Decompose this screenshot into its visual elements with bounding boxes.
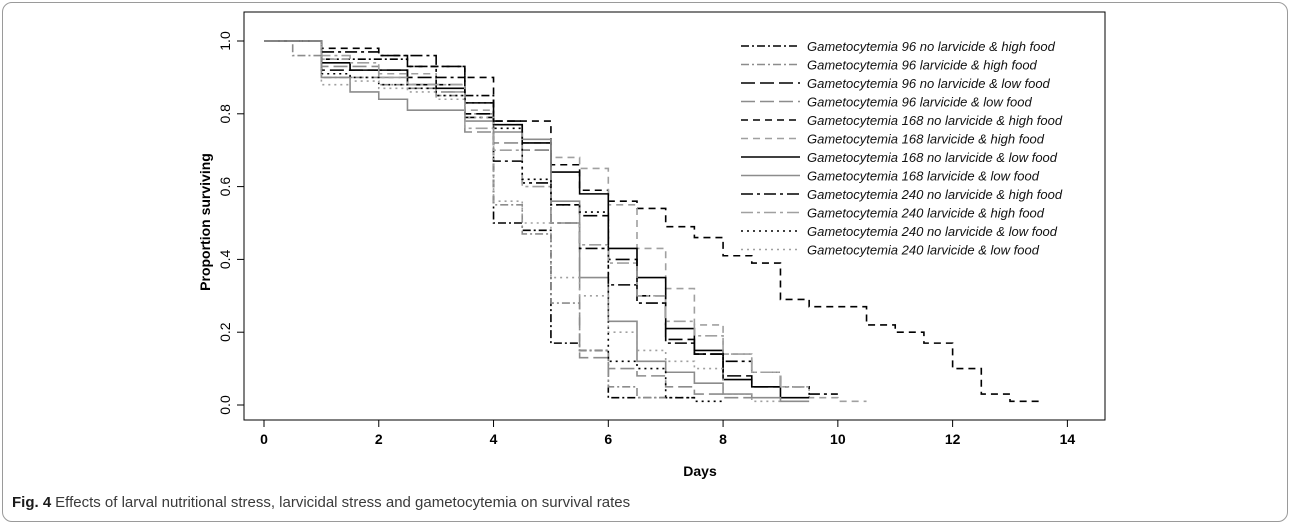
y-tick-label: 0.2 (217, 322, 233, 342)
series-line-3 (264, 40, 752, 399)
series-line-4 (264, 40, 1039, 403)
x-tick-label: 14 (1060, 431, 1076, 447)
y-tick-label: 0.8 (217, 104, 233, 124)
y-tick-label: 0.4 (217, 249, 233, 269)
x-tick-label: 4 (490, 431, 498, 447)
x-tick-label: 10 (830, 431, 846, 447)
plot-border (243, 11, 1106, 421)
legend-label-4: Gametocytemia 168 no larvicide & high fo… (807, 113, 1063, 128)
axes: 0 2 4 6 8 10 12 14 0.0 0.2 0.4 0.6 0.8 1.0 (217, 31, 1075, 447)
series-line-0 (264, 40, 695, 399)
legend-label-0: Gametocytemia 96 no larvicide & high foo… (807, 39, 1056, 54)
legend-label-8: Gametocytemia 240 no larvicide & high fo… (807, 187, 1063, 202)
y-axis-label: Proportion surviving (197, 153, 213, 291)
series-layer (264, 40, 1039, 403)
legend-label-1: Gametocytemia 96 larvicide & high food (807, 58, 1038, 73)
legend-label-9: Gametocytemia 240 larvicide & high food (807, 206, 1045, 221)
y-tick-label: 0.0 (217, 395, 233, 415)
y-tick-label: 1.0 (217, 31, 233, 51)
figure-caption: Fig. 4 Effects of larval nutritional stre… (12, 494, 630, 511)
x-tick-label: 6 (604, 431, 612, 447)
legend-label-7: Gametocytemia 168 larvicide & low food (807, 169, 1040, 184)
x-tick-label: 0 (260, 431, 268, 447)
series-line-9 (264, 40, 810, 388)
legend: Gametocytemia 96 no larvicide & high foo… (741, 39, 1063, 258)
legend-label-6: Gametocytemia 168 no larvicide & low foo… (807, 150, 1058, 165)
figure-caption-text: Effects of larval nutritional stress, la… (55, 494, 631, 511)
legend-label-3: Gametocytemia 96 larvicide & low food (807, 95, 1032, 110)
x-tick-label: 12 (945, 431, 961, 447)
y-tick-label: 0.6 (217, 177, 233, 197)
series-line-7 (264, 40, 810, 403)
x-axis-label: Days (683, 463, 717, 479)
series-line-6 (264, 40, 810, 399)
legend-label-10: Gametocytemia 240 no larvicide & low foo… (807, 224, 1058, 239)
plot-area (243, 11, 1106, 421)
series-line-11 (264, 40, 781, 403)
legend-label-11: Gametocytemia 240 larvicide & low food (807, 243, 1040, 258)
series-line-5 (264, 40, 867, 403)
legend-label-2: Gametocytemia 96 no larvicide & low food (807, 76, 1051, 91)
x-tick-label: 8 (719, 431, 727, 447)
x-tick-label: 2 (375, 431, 383, 447)
series-line-10 (264, 40, 724, 403)
figure-label: Fig. 4 (12, 494, 52, 511)
legend-label-5: Gametocytemia 168 larvicide & high food (807, 132, 1045, 147)
